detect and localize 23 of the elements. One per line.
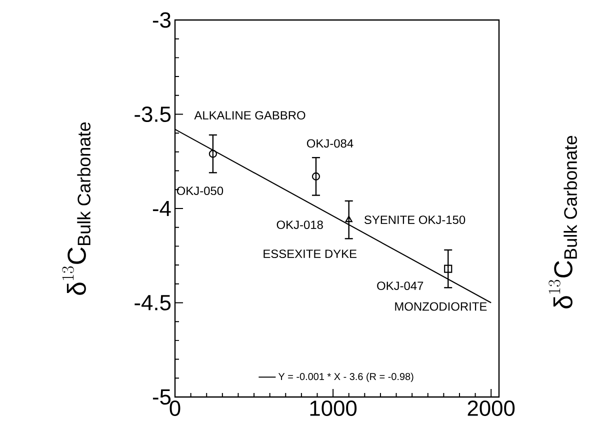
legend-label: Y = -0.001 * X - 3.6 (R = -0.98) — [278, 372, 414, 382]
x-tick-label: 2000 — [468, 400, 515, 416]
annotation: OKJ-047 — [377, 282, 424, 290]
y-tick-label: -3.5 — [134, 106, 171, 122]
annotation: OKJ-018 — [276, 220, 323, 230]
point — [345, 216, 352, 222]
x-tick-label: 1000 — [310, 400, 357, 416]
annotation: ALKALINE GABBRO — [194, 111, 306, 120]
point — [312, 172, 320, 180]
y-tick-label: -3 — [152, 12, 171, 28]
annotation: MONZODIORITE — [395, 302, 487, 311]
annotation: OKJ-084 — [306, 139, 354, 148]
x-tick-label: 0 — [170, 400, 180, 416]
y2-axis-title: $\text{δ}^{13}\text{C}_{\text{Bulk Carbonate}}$ — [548, 136, 577, 308]
annotation: SYENITE OKJ-150 — [364, 216, 466, 224]
y-tick-label: -4 — [152, 200, 171, 216]
y-axis-title: $\text{δ}^{13}\text{C}_{\text{Bulk Carbonate}}$ — [62, 122, 90, 295]
annotation: ESSEXITE DYKE — [264, 250, 356, 258]
annotation: OKJ-050 — [176, 186, 224, 196]
y-tick-label: -4.5 — [134, 295, 171, 310]
point — [444, 264, 452, 273]
y-tick-label: -5 — [152, 389, 171, 405]
point — [208, 150, 217, 158]
